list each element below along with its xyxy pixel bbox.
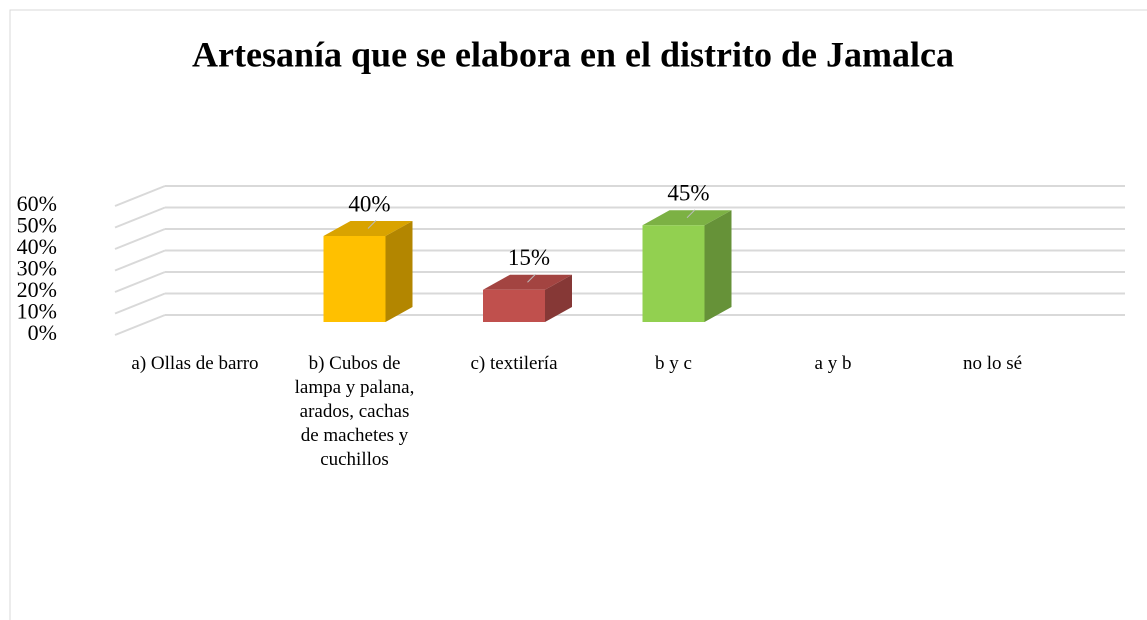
grid-line — [114, 271, 166, 293]
y-tick-label: 20% — [17, 277, 57, 302]
y-tick-label: 60% — [17, 191, 57, 216]
x-tick-label: no lo sé — [962, 353, 1023, 374]
x-tick-label: c) textilería — [470, 353, 558, 374]
data-label: 15% — [508, 245, 550, 270]
bar-side — [385, 221, 413, 322]
grid-line — [114, 249, 166, 272]
grid-line — [114, 314, 166, 336]
grid-line — [114, 206, 166, 229]
grid-line — [114, 228, 166, 250]
y-tick-label: 40% — [17, 234, 57, 259]
data-label: 45% — [667, 181, 709, 206]
bar — [483, 289, 545, 322]
bar — [323, 236, 386, 322]
bar-side — [545, 274, 572, 322]
y-tick-label: 10% — [17, 299, 57, 324]
leader-line — [527, 273, 536, 283]
leader-line — [686, 209, 696, 219]
grid-line — [114, 185, 166, 207]
x-tick-label: b) Cubos de lampa y palana, arados, cach… — [294, 353, 415, 470]
y-tick-label: 0% — [28, 320, 57, 345]
grid-line — [114, 292, 166, 315]
x-tick-label: a) Ollas de barro — [131, 353, 259, 374]
chart-title: Artesanía que se elabora en el distrito … — [192, 34, 954, 74]
y-tick-label: 30% — [17, 256, 57, 281]
y-tick-label: 50% — [17, 213, 57, 238]
chart-border — [9, 9, 1147, 620]
leader-line — [367, 220, 377, 229]
bar-side — [704, 210, 732, 322]
x-tick-label: b y c — [655, 353, 692, 374]
bar — [642, 225, 705, 322]
x-tick-label: a y b — [814, 353, 852, 374]
data-label: 40% — [348, 191, 390, 216]
